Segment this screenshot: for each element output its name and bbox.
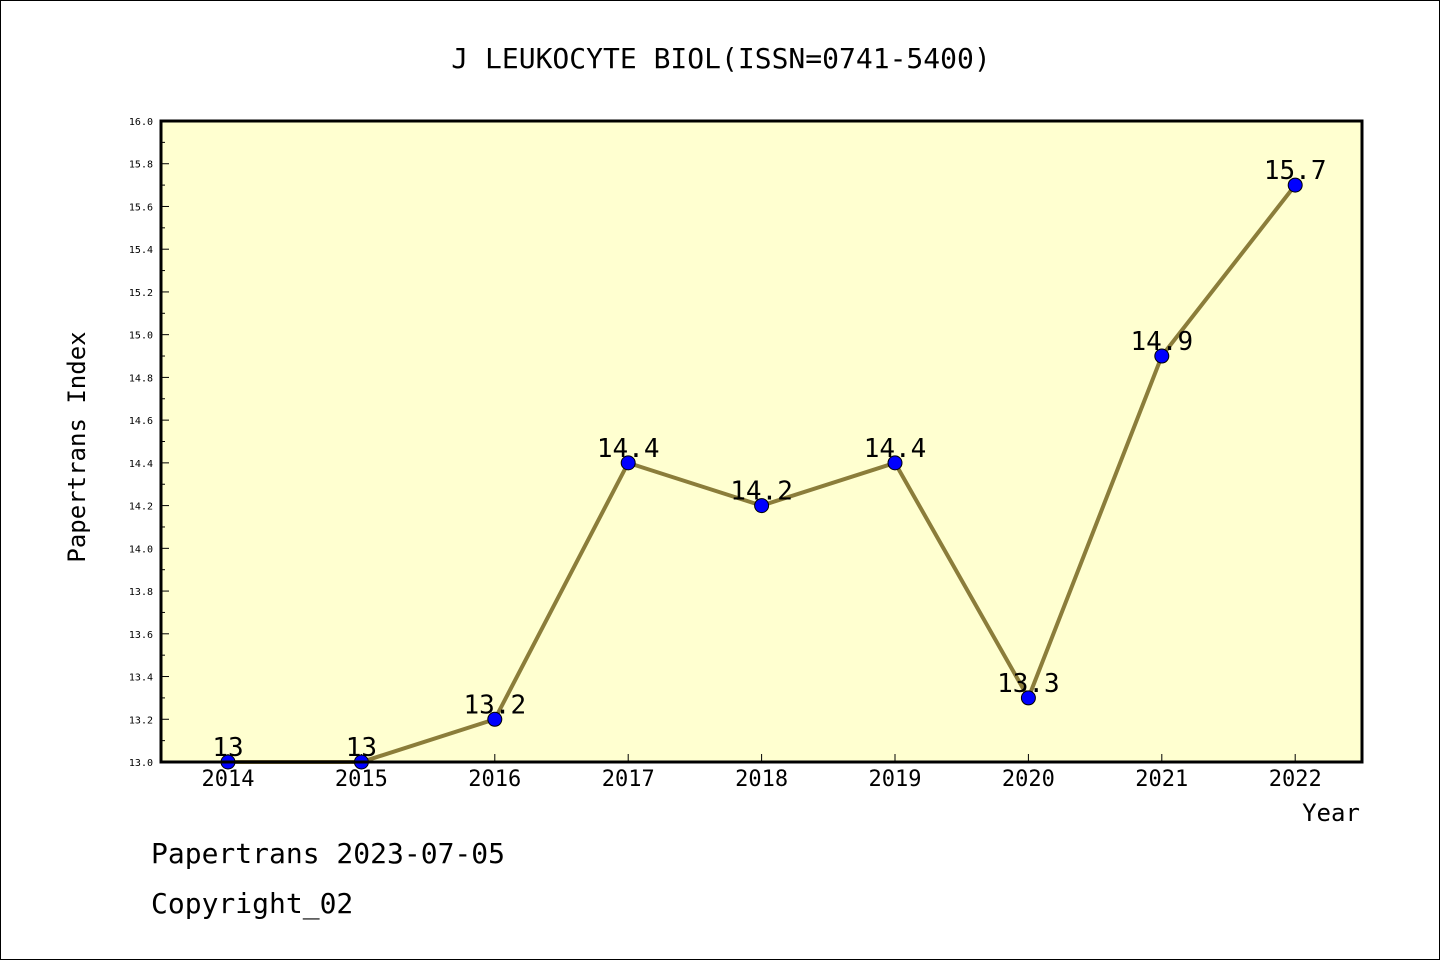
y-tick-label: 15.8 <box>129 160 153 171</box>
data-point <box>620 455 636 471</box>
data-label: 13 <box>212 733 243 763</box>
y-tick-label: 13.4 <box>129 673 153 684</box>
y-tick-label: 13.6 <box>129 630 153 641</box>
y-tick-label: 15.4 <box>129 245 153 256</box>
y-tick-label: 16.0 <box>129 117 153 128</box>
data-label: 15.7 <box>1264 156 1327 186</box>
plot-area <box>161 121 1362 762</box>
y-tick-label: 15.0 <box>129 331 153 342</box>
data-label: 13 <box>346 733 377 763</box>
y-tick-label: 14.6 <box>129 416 153 427</box>
data-label: 14.2 <box>730 477 793 507</box>
data-point <box>487 711 503 727</box>
y-axis-label: Papertrans Index <box>63 331 91 562</box>
y-tick-label: 14.0 <box>129 544 153 555</box>
footer-date: Papertrans 2023-07-05 <box>151 837 506 870</box>
x-tick-label: 2014 <box>202 767 255 792</box>
data-label: 13.2 <box>463 690 526 720</box>
plot-border <box>159 119 1364 764</box>
x-axis: 2014 2015 2016 2017 2018 2019 2020 2021 2022 <box>202 754 1322 792</box>
x-tick-label: 2021 <box>1135 767 1188 792</box>
y-tick-label: 13.8 <box>129 587 153 598</box>
x-tick-label: 2017 <box>602 767 655 792</box>
data-label: 14.9 <box>1130 327 1193 357</box>
x-tick-label: 2022 <box>1269 767 1322 792</box>
data-markers <box>220 177 1303 770</box>
y-tick-label: 14.2 <box>129 502 153 513</box>
data-label: 14.4 <box>864 434 927 464</box>
y-tick-label: 14.4 <box>129 459 153 470</box>
data-labels: 13 13 13.2 14.4 14.2 14.4 13.3 14.9 15.7 <box>212 156 1326 763</box>
x-tick-label: 2018 <box>735 767 788 792</box>
x-tick-label: 2015 <box>335 767 388 792</box>
y-tick-label: 13.2 <box>129 715 153 726</box>
x-tick-label: 2019 <box>869 767 922 792</box>
x-tick-label: 2016 <box>468 767 521 792</box>
data-point <box>754 498 770 514</box>
y-tick-label: 15.2 <box>129 288 153 299</box>
y-axis: 13.0 13.2 13.4 13.6 13.8 14.0 14.2 14.4 14.6 14.8… <box>129 117 169 769</box>
data-point <box>887 455 903 471</box>
data-point <box>1287 177 1303 193</box>
y-tick-label: 13.0 <box>129 758 153 769</box>
x-axis-label: Year <box>1302 799 1360 827</box>
x-tick-label: 2020 <box>1002 767 1055 792</box>
footer-copyright: Copyright_02 <box>151 887 354 920</box>
chart-title: J LEUKOCYTE BIOL(ISSN=0741-5400) <box>451 42 990 75</box>
y-tick-label: 14.8 <box>129 373 153 384</box>
data-label: 13.3 <box>997 669 1060 699</box>
y-tick-label: 15.6 <box>129 202 153 213</box>
data-label: 14.4 <box>597 434 660 464</box>
data-point <box>1020 690 1036 706</box>
data-point <box>1154 348 1170 364</box>
